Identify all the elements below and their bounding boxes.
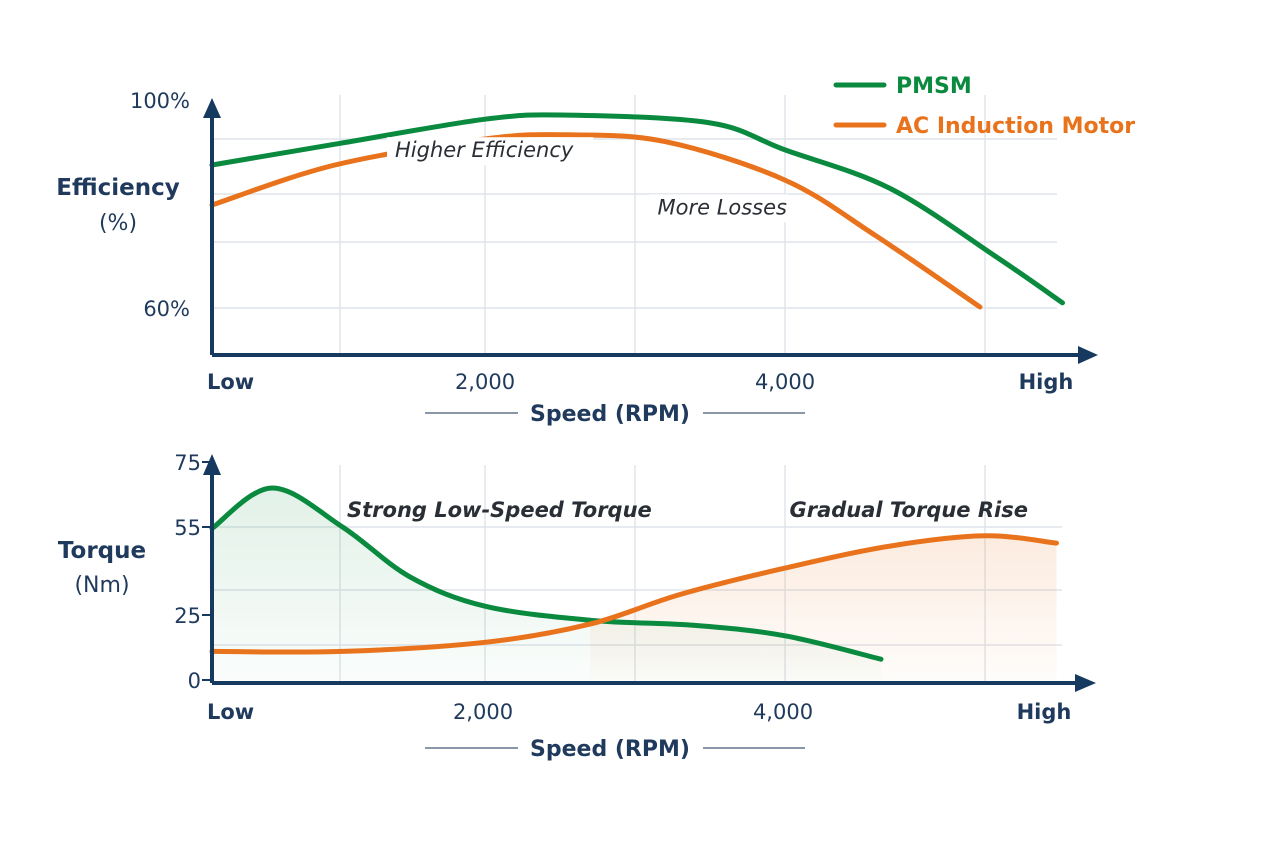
annotation-backdrop bbox=[387, 137, 594, 166]
efficiency-y-tick-label: 100% bbox=[130, 89, 190, 113]
efficiency-x-tick-label: 2,000 bbox=[455, 370, 515, 394]
efficiency-line-ac-induction-motor bbox=[209, 132, 983, 310]
efficiency-y-axis-arrow bbox=[203, 98, 221, 118]
annotation-more-losses: More Losses bbox=[658, 195, 788, 219]
legend-label-ac-induction: AC Induction Motor bbox=[896, 114, 1135, 139]
efficiency-y-ticks: 100% 60% bbox=[130, 89, 190, 321]
efficiency-x-tick-label: 4,000 bbox=[755, 370, 815, 394]
torque-annotations: Strong Low-Speed Torque Gradual Torque Ri… bbox=[347, 498, 1028, 522]
efficiency-y-tick-label: 60% bbox=[143, 297, 190, 321]
torque-y-axis-arrow bbox=[203, 454, 221, 475]
efficiency-axes bbox=[203, 98, 1098, 364]
torque-y-label: Torque bbox=[58, 538, 146, 564]
torque-x-tick-label: Low bbox=[207, 700, 254, 724]
torque-x-tick-label: 2,000 bbox=[453, 700, 513, 724]
efficiency-x-tick-label: Low bbox=[207, 370, 254, 394]
torque-line-ac-induction-motor bbox=[209, 533, 1059, 655]
torque-x-label: Speed (RPM) bbox=[530, 737, 690, 762]
torque-y-tick-label: 25 bbox=[174, 604, 201, 628]
torque-x-tick-label: High bbox=[1017, 700, 1072, 724]
annotation-higher-efficiency: Higher Efficiency bbox=[395, 138, 574, 162]
torque-area-ac-induction-motor bbox=[590, 535, 1057, 680]
efficiency-x-tick-label: High bbox=[1019, 370, 1074, 394]
torque-series bbox=[209, 485, 1059, 662]
efficiency-y-unit: (%) bbox=[99, 211, 137, 236]
efficiency-y-label: Efficiency bbox=[56, 175, 179, 201]
torque-x-axis-arrow bbox=[1075, 674, 1096, 692]
torque-line-pmsm bbox=[209, 485, 884, 662]
legend-label-pmsm: PMSM bbox=[896, 74, 972, 99]
efficiency-chart: 100% 60% Low 2,000 4,000 High Efficiency (%)… bbox=[56, 74, 1135, 427]
torque-chart: 75 55 25 0 Low 2,000 4,000 High Torque (Nm) Sp… bbox=[58, 451, 1096, 762]
legend: PMSM AC Induction Motor bbox=[833, 74, 1135, 139]
torque-area-fills bbox=[212, 487, 1057, 680]
torque-axes bbox=[203, 454, 1096, 692]
legend-item-ac-induction[interactable]: AC Induction Motor bbox=[833, 114, 1135, 139]
efficiency-annotations: Higher Efficiency More Losses bbox=[387, 137, 789, 223]
torque-x-tick-label: 4,000 bbox=[753, 700, 813, 724]
torque-y-unit: (Nm) bbox=[74, 573, 129, 598]
annotation-strong-low-speed-torque: Strong Low-Speed Torque bbox=[347, 498, 652, 522]
torque-x-ticks: Low 2,000 4,000 High bbox=[207, 700, 1071, 724]
efficiency-x-ticks: Low 2,000 4,000 High bbox=[207, 370, 1073, 394]
torque-y-tick-label: 0 bbox=[188, 669, 201, 693]
efficiency-line-pmsm bbox=[209, 112, 1065, 306]
torque-y-tick-label: 55 bbox=[174, 516, 201, 540]
efficiency-x-label: Speed (RPM) bbox=[530, 402, 690, 427]
torque-y-tick-label: 75 bbox=[174, 451, 201, 475]
legend-item-pmsm[interactable]: PMSM bbox=[833, 74, 972, 99]
torque-y-ticks: 75 55 25 0 bbox=[174, 451, 212, 693]
annotation-gradual-torque-rise: Gradual Torque Rise bbox=[790, 498, 1028, 522]
efficiency-series bbox=[209, 112, 1065, 310]
annotation-backdrop bbox=[649, 194, 789, 223]
efficiency-x-axis-arrow bbox=[1078, 346, 1098, 364]
